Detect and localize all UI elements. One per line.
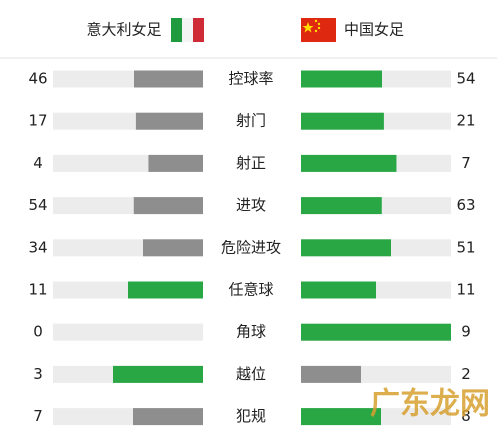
away-bar [301, 239, 391, 257]
away-bar [301, 70, 382, 88]
home-value: 7 [33, 407, 43, 425]
home-value: 17 [28, 112, 47, 130]
home-bar [134, 70, 203, 88]
stat-label: 进攻 [236, 196, 266, 214]
away-value: 9 [461, 323, 471, 341]
italy-flag [171, 18, 204, 42]
home-bar [135, 112, 203, 130]
away-bar [301, 281, 376, 299]
stat-label: 犯规 [236, 407, 266, 425]
home-bar [133, 408, 203, 426]
away-bar [301, 365, 361, 383]
stat-label: 控球率 [228, 70, 273, 88]
stat-label: 任意球 [228, 281, 273, 299]
away-value: 7 [461, 154, 471, 172]
away-value: 11 [456, 281, 475, 299]
stat-label: 射门 [236, 112, 266, 130]
home-value: 4 [33, 154, 43, 172]
home-bar [143, 239, 203, 257]
stat-label: 越位 [236, 365, 266, 383]
home-team: 意大利女足 [86, 21, 161, 39]
china-flag [301, 18, 336, 42]
home-value: 46 [28, 70, 47, 88]
away-value: 63 [456, 196, 475, 214]
away-value: 54 [456, 70, 475, 88]
away-value: 51 [456, 238, 475, 256]
home-bar [148, 154, 203, 172]
home-bar [113, 365, 203, 383]
away-team: 中国女足 [344, 21, 404, 39]
home-track [53, 323, 203, 341]
away-value: 2 [461, 365, 471, 383]
stat-label: 危险进攻 [221, 238, 281, 256]
home-value: 34 [28, 238, 47, 256]
home-value: 3 [33, 365, 43, 383]
watermark: 广东龙网 [370, 387, 490, 422]
home-value: 11 [28, 281, 47, 299]
away-bar [301, 408, 381, 426]
home-bar [128, 281, 203, 299]
away-value: 21 [456, 112, 475, 130]
home-value: 54 [28, 196, 47, 214]
stat-label: 射正 [236, 154, 266, 172]
away-bar [301, 112, 384, 130]
home-value: 0 [33, 323, 43, 341]
away-value: 8 [461, 407, 471, 425]
away-bar [301, 154, 397, 172]
away-bar [301, 323, 451, 341]
home-bar [133, 197, 203, 215]
stat-label: 角球 [236, 323, 266, 341]
away-bar [301, 197, 382, 215]
